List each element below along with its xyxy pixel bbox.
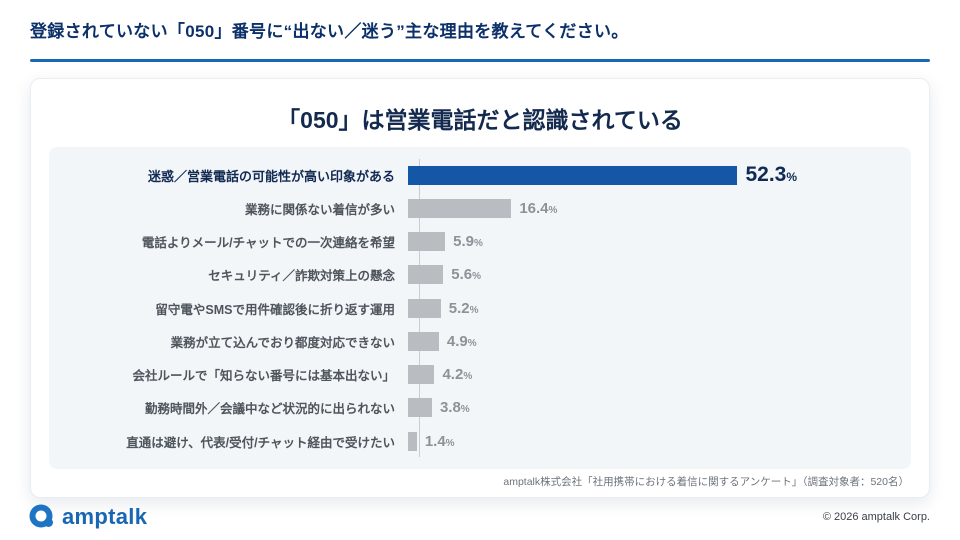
page-header: 登録されていない「050」番号に“出ない／迷う”主な理由を教えてください。: [30, 17, 930, 42]
bar-row: 業務に関係ない着信が多い 16.4%: [49, 192, 895, 224]
bar-row: 迷惑／営業電話の可能性が高い印象がある 52.3%: [49, 159, 895, 191]
chart-panel: 迷惑／営業電話の可能性が高い印象がある 52.3% 業務に関係ない着信が多い 16.4…: [49, 147, 911, 469]
bar-row: 留守電やSMSで用件確認後に折り返す運用 5.2%: [49, 292, 895, 324]
bar-row: 業務が立て込んでおり都度対応できない 4.9%: [49, 325, 895, 357]
chart-card: 「050」は営業電話だと認識されている 迷惑／営業電話の可能性が高い印象がある 5…: [30, 78, 930, 498]
bar-track: 5.6%: [407, 259, 895, 291]
bar-label: 会社ルールで「知らない番号には基本出ない」: [132, 369, 395, 383]
bar-track: 1.4%: [407, 425, 895, 457]
bar-label: 直通は避け、代表/受付/チャット経由で受けたい: [126, 435, 395, 450]
chart-source-note: amptalk株式会社「社用携帯における着信に関するアンケート」（調査対象者：5…: [503, 476, 909, 488]
bar-track: 16.4%: [407, 192, 895, 224]
bar-label: 迷惑／営業電話の可能性が高い印象がある: [147, 168, 395, 184]
bar-row: セキュリティ／詐欺対策上の懸念 5.6%: [49, 259, 895, 291]
bar-track: 5.9%: [407, 226, 895, 258]
bar-label: 留守電やSMSで用件確認後に折り返す運用: [155, 302, 395, 317]
bar: [408, 232, 446, 251]
bar: [408, 431, 417, 451]
bar-value: 16.4%: [519, 199, 558, 217]
bar: [408, 331, 439, 351]
bar-track: 5.2%: [407, 292, 895, 324]
bar-row: 会社ルールで「知らない番号には基本出ない」 4.2%: [49, 359, 895, 391]
amptalk-logo: amptalk: [28, 503, 147, 530]
bar: [408, 165, 738, 185]
bar-label: 業務が立て込んでおり都度対応できない: [170, 335, 395, 350]
bar-row: 直通は避け、代表/受付/チャット経由で受けたい 1.4%: [49, 425, 895, 457]
bar-value: 3.8%: [439, 399, 470, 417]
bar-track: 4.2%: [407, 359, 895, 391]
copyright-text: © 2026 amptalk Corp.: [822, 511, 930, 523]
survey-question: 登録されていない「050」番号に“出ない／迷う”主な理由を教えてください。: [30, 22, 629, 41]
bar-label: 勤務時間外／会議中など状況的に出られない: [144, 402, 395, 417]
bar-label: 業務に関係ない着信が多い: [244, 202, 395, 217]
amptalk-logo-icon: [28, 503, 55, 530]
bar-track: 4.9%: [407, 325, 895, 357]
bar-value: 4.9%: [446, 332, 477, 350]
bar-row: 勤務時間外／会議中など状況的に出られない 3.8%: [49, 392, 895, 424]
bar-value: 5.6%: [451, 266, 482, 284]
bar-track: 52.3%: [407, 159, 895, 191]
bar-label: 電話よりメール/チャットでの一次連絡を希望: [141, 236, 395, 250]
chart-title: 「050」は営業電話だと認識されている: [277, 107, 683, 133]
bar-label: セキュリティ／詐欺対策上の懸念: [208, 269, 395, 284]
bar: [408, 265, 444, 285]
bar: [408, 198, 512, 218]
bar: [408, 365, 435, 384]
amptalk-logo-text: amptalk: [62, 503, 148, 529]
bar-value: 1.4%: [424, 432, 455, 450]
bar-value: 5.2%: [448, 299, 479, 317]
bar: [408, 398, 432, 418]
header-divider: [30, 59, 930, 62]
bar-value: 4.2%: [442, 366, 473, 383]
bar-row: 電話よりメール/チャットでの一次連絡を希望 5.9%: [49, 226, 895, 258]
bar: [408, 298, 441, 318]
bar-track: 3.8%: [407, 392, 895, 424]
bar-rows: 迷惑／営業電話の可能性が高い印象がある 52.3% 業務に関係ない着信が多い 16.4…: [49, 159, 895, 457]
bar-value: 5.9%: [453, 233, 483, 250]
bar-value: 52.3%: [745, 163, 798, 186]
